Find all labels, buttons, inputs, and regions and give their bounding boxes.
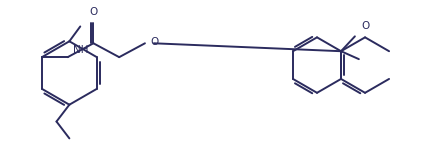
Text: NH: NH (72, 45, 88, 55)
Text: O: O (361, 21, 369, 31)
Text: O: O (150, 37, 158, 47)
Text: O: O (89, 7, 98, 17)
